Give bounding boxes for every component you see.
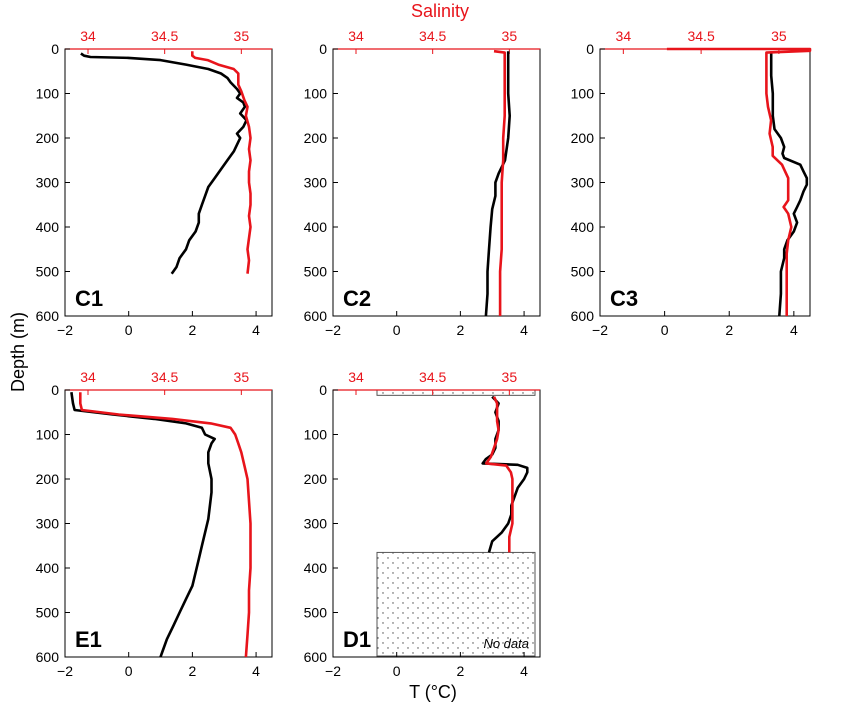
panel-label: C3 bbox=[610, 286, 638, 311]
temperature-tick-label: 4 bbox=[252, 663, 260, 679]
plot-frame bbox=[599, 48, 811, 317]
temperature-tick-label: 0 bbox=[661, 322, 669, 338]
salinity-tick-label: 34.5 bbox=[151, 28, 178, 44]
temperature-tick-label: −2 bbox=[57, 663, 73, 679]
depth-tick-label: 400 bbox=[304, 219, 328, 235]
panel-c1: 0 100 200 300 400 500 600−2 0 2 4 34 34.5 35 C1 bbox=[36, 28, 273, 338]
panel-d1: No data 0 100 200 300 400 500 600−2 0 2 4 34 34.5 35 D… bbox=[304, 369, 541, 679]
no-data-region-top bbox=[376, 389, 536, 396]
temperature-profile-line bbox=[484, 51, 512, 317]
panel-c3: 0 100 200 300 400 500 600−2 0 2 4 34 34.5 35 C3 bbox=[571, 28, 812, 338]
salinity-tick-label: 34 bbox=[348, 28, 364, 44]
temperature-tick-label: −2 bbox=[325, 322, 341, 338]
depth-tick-label: 100 bbox=[571, 86, 595, 102]
temperature-tick-label: 0 bbox=[393, 663, 401, 679]
depth-tick-label: 100 bbox=[36, 427, 60, 443]
salinity-tick-label: 34.5 bbox=[687, 28, 714, 44]
depth-tick-label: 500 bbox=[304, 264, 328, 280]
depth-tick-label: 400 bbox=[36, 560, 60, 576]
salinity-tick-label: 34 bbox=[80, 28, 96, 44]
depth-tick-label: 200 bbox=[571, 130, 595, 146]
depth-tick-label: 200 bbox=[36, 471, 60, 487]
depth-tick-label: 200 bbox=[36, 130, 60, 146]
no-data-region-bottom bbox=[376, 551, 536, 657]
temperature-tick-label: 0 bbox=[393, 322, 401, 338]
temperature-tick-label: 0 bbox=[125, 322, 133, 338]
depth-tick-label: 100 bbox=[36, 86, 60, 102]
panel-label: C2 bbox=[343, 286, 371, 311]
depth-tick-label: 500 bbox=[304, 605, 328, 621]
temperature-tick-label: −2 bbox=[325, 663, 341, 679]
temperature-tick-label: 2 bbox=[456, 663, 464, 679]
depth-tick-label: 0 bbox=[51, 382, 59, 398]
depth-tick-label: 0 bbox=[586, 41, 594, 57]
temperature-tick-label: 4 bbox=[520, 663, 528, 679]
temperature-profile-line bbox=[80, 52, 248, 275]
depth-tick-label: 600 bbox=[304, 649, 328, 665]
depth-tick-label: 400 bbox=[304, 560, 328, 576]
temperature-tick-label: 4 bbox=[252, 322, 260, 338]
depth-tick-label: 300 bbox=[571, 175, 595, 191]
salinity-tick-label: 35 bbox=[502, 28, 518, 44]
depth-tick-label: 300 bbox=[304, 516, 328, 532]
depth-tick-label: 500 bbox=[36, 264, 60, 280]
salinity-tick-label: 35 bbox=[234, 369, 250, 385]
depth-tick-label: 600 bbox=[36, 308, 60, 324]
depth-tick-label: 500 bbox=[571, 264, 595, 280]
panel-e1: 0 100 200 300 400 500 600−2 0 2 4 34 34.5 35 E1 bbox=[36, 369, 273, 679]
salinity-tick-label: 34 bbox=[80, 369, 96, 385]
panel-label: E1 bbox=[75, 627, 102, 652]
salinity-profile-line bbox=[191, 51, 252, 274]
depth-tick-label: 200 bbox=[304, 130, 328, 146]
salinity-tick-label: 35 bbox=[234, 28, 250, 44]
depth-tick-label: 300 bbox=[36, 175, 60, 191]
depth-axis-title: Depth (m) bbox=[8, 312, 28, 392]
salinity-profile-line bbox=[666, 47, 812, 316]
temperature-tick-label: −2 bbox=[57, 322, 73, 338]
panel-label: C1 bbox=[75, 286, 103, 311]
salinity-profile-line bbox=[493, 49, 507, 316]
salinity-tick-label: 34 bbox=[348, 369, 364, 385]
temperature-tick-label: 2 bbox=[456, 322, 464, 338]
depth-tick-label: 0 bbox=[319, 382, 327, 398]
depth-tick-label: 100 bbox=[304, 86, 328, 102]
temperature-axis-title: T (°C) bbox=[409, 682, 457, 702]
salinity-profile-line bbox=[79, 392, 252, 658]
depth-tick-label: 600 bbox=[304, 308, 328, 324]
salinity-tick-label: 34 bbox=[616, 28, 632, 44]
salinity-profile-line bbox=[484, 396, 514, 553]
temperature-tick-label: 0 bbox=[125, 663, 133, 679]
depth-tick-label: 200 bbox=[304, 471, 328, 487]
depth-tick-label: 0 bbox=[319, 41, 327, 57]
temperature-profile-line bbox=[70, 392, 216, 658]
depth-tick-label: 300 bbox=[36, 516, 60, 532]
salinity-tick-label: 34.5 bbox=[419, 369, 446, 385]
depth-tick-label: 500 bbox=[36, 605, 60, 621]
salinity-axis-title: Salinity bbox=[411, 1, 469, 21]
temperature-tick-label: −2 bbox=[592, 322, 608, 338]
depth-tick-label: 600 bbox=[571, 308, 595, 324]
temperature-tick-label: 2 bbox=[725, 322, 733, 338]
plot-frame bbox=[64, 389, 273, 658]
depth-tick-label: 300 bbox=[304, 175, 328, 191]
temperature-profile-line bbox=[481, 395, 529, 553]
temperature-tick-label: 4 bbox=[790, 322, 798, 338]
salinity-tick-label: 34.5 bbox=[151, 369, 178, 385]
depth-tick-label: 600 bbox=[36, 649, 60, 665]
temperature-tick-label: 2 bbox=[188, 663, 196, 679]
panel-c2: 0 100 200 300 400 500 600−2 0 2 4 34 34.5 35 C2 bbox=[304, 28, 541, 338]
depth-tick-label: 400 bbox=[36, 219, 60, 235]
panel-label: D1 bbox=[343, 627, 371, 652]
depth-tick-label: 0 bbox=[51, 41, 59, 57]
temperature-tick-label: 2 bbox=[188, 322, 196, 338]
salinity-tick-label: 35 bbox=[771, 28, 787, 44]
no-data-label: No data bbox=[483, 636, 529, 651]
depth-tick-label: 100 bbox=[304, 427, 328, 443]
temperature-profile-line bbox=[769, 51, 809, 317]
salinity-tick-label: 35 bbox=[502, 369, 518, 385]
temperature-tick-label: 4 bbox=[520, 322, 528, 338]
depth-tick-label: 400 bbox=[571, 219, 595, 235]
salinity-tick-label: 34.5 bbox=[419, 28, 446, 44]
